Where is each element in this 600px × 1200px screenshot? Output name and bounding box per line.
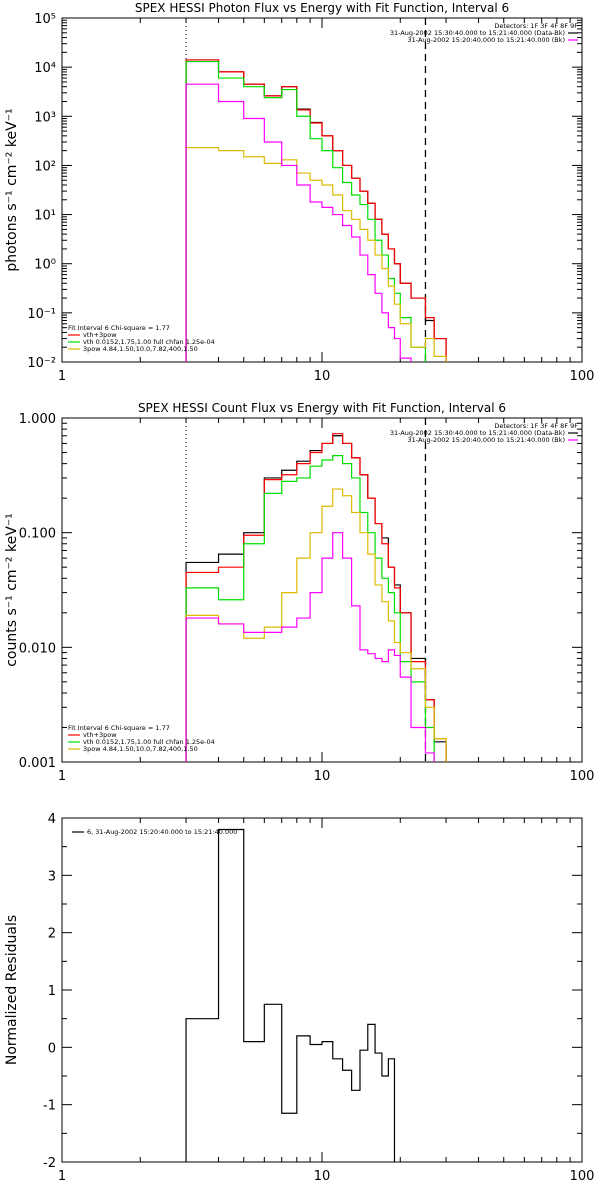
chart-2: SPEX HESSI Count Flux vs Energy with Fit… (4, 401, 595, 784)
legend-label: 31-Aug-2002 15:20:40.000 to 15:21:40.000… (408, 436, 565, 444)
chart-3: 1 10 100 -2 -1 0 1 2 3 4 Normalized Residuals 6, 31… (4, 812, 594, 1184)
y-tick-label: 0.100 (19, 527, 56, 542)
chart-title: SPEX HESSI Photon Flux vs Energy with Fi… (135, 1, 509, 15)
legend-label: 3pow 4.84,1.50,10.0,7.82,400,1.50 (83, 345, 198, 353)
chart-title: SPEX HESSI Count Flux vs Energy with Fit… (138, 401, 506, 415)
y-tick-label: -1 (43, 1099, 56, 1114)
series-group (185, 59, 447, 362)
chart-1: SPEX HESSI Photon Flux vs Energy with Fi… (4, 1, 594, 384)
series-line-2 (185, 59, 447, 362)
legend-label: 3pow 4.84,1.50,10.0,7.82,400,1.50 (83, 745, 198, 753)
x-tick-label: 100 (570, 369, 595, 384)
legend-label: 31-Aug-2002 15:20:40.000 to 15:21:40.000… (408, 36, 565, 44)
y-tick-label: 2 (48, 927, 56, 942)
series-line-4 (185, 147, 447, 362)
legend-label: vth 0.0152,1.75,1.00 full chfan 1.25e-04 (83, 338, 215, 346)
series-line-4 (185, 488, 447, 762)
legend-label: vth+3pow (83, 731, 117, 739)
plot-frame (61, 17, 583, 363)
series-line-1 (185, 435, 447, 762)
legend-label: vth+3pow (83, 331, 117, 339)
y-tick-label: 10⁻² (27, 356, 56, 371)
y-tick-label: 10³ (34, 110, 56, 125)
series-line-5 (185, 83, 447, 362)
series-group (185, 433, 447, 762)
y-tick-label: 0 (48, 1041, 56, 1056)
y-tick-label: 10¹ (34, 209, 56, 224)
y-tick-label: -2 (43, 1156, 56, 1171)
series-line-2 (185, 433, 447, 762)
legend-label: vth 0.0152,1.75,1.00 full chfan 1.25e-04 (83, 738, 215, 746)
y-tick-label: 10⁵ (34, 12, 56, 27)
x-tick-label: 1 (58, 1169, 66, 1184)
series-line-3 (185, 60, 447, 362)
x-tick-label: 10 (314, 769, 331, 784)
legend-header: Fit Interval 6 Chi-square = 1.77 (68, 324, 170, 332)
legend-header: Detectors: 1F 3F 4F 8F 9F (494, 422, 578, 430)
y-tick-label: 10⁰ (34, 258, 56, 273)
legend-label: 31-Aug-2002 15:30:40.000 to 15:21:40.000… (390, 429, 565, 437)
y-tick-label: 1.000 (19, 412, 56, 427)
series-line-1 (185, 828, 396, 1162)
y-axis-label: photons s⁻¹ cm⁻² keV⁻¹ (4, 108, 20, 271)
series-line-5 (185, 532, 447, 762)
y-tick-label: 3 (48, 869, 56, 884)
legend-header: Fit Interval 6 Chi-square = 1.77 (68, 724, 170, 732)
legend-header: Detectors: 1F 3F 4F 8F 9F (494, 22, 578, 30)
y-tick-label: 0.010 (19, 641, 56, 656)
y-tick-label: 1 (48, 984, 56, 999)
y-tick-label: 10² (34, 159, 56, 174)
legend-label: 31-Aug-2002 15:30:40.000 to 15:21:40.000… (390, 29, 565, 37)
x-tick-label: 100 (570, 769, 595, 784)
x-tick-label: 100 (570, 1169, 595, 1184)
x-tick-label: 10 (314, 1169, 331, 1184)
series-group (185, 828, 396, 1162)
legend-label: 6, 31-Aug-2002 15:20:40.000 to 15:21:40.… (87, 828, 237, 836)
plot-frame (61, 817, 583, 1163)
y-tick-label: 10⁻¹ (27, 307, 56, 322)
y-axis-label: Normalized Residuals (4, 915, 20, 1065)
x-tick-label: 1 (58, 369, 66, 384)
series-line-1 (185, 59, 447, 362)
series-line-3 (185, 454, 447, 762)
y-tick-label: 10⁴ (34, 61, 56, 76)
y-tick-label: 0.001 (19, 756, 56, 771)
y-tick-label: 4 (48, 812, 56, 827)
x-tick-label: 10 (314, 369, 331, 384)
y-axis-label: counts s⁻¹ cm⁻² keV⁻¹ (4, 513, 20, 667)
x-tick-label: 1 (58, 769, 66, 784)
